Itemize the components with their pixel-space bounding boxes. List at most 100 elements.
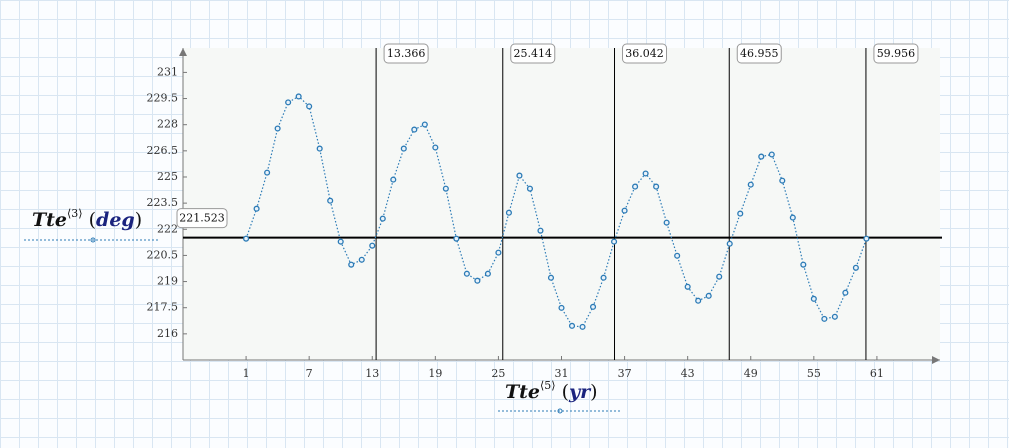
x-axis-label: Tte⟨5⟩ (yr) bbox=[505, 379, 598, 403]
data-point bbox=[558, 304, 565, 311]
y-tick-label: 225 bbox=[157, 170, 178, 183]
x-tick-label: 55 bbox=[807, 367, 821, 380]
y-tick-label: 219 bbox=[157, 275, 178, 288]
x-label-index: ⟨5⟩ bbox=[540, 379, 556, 392]
data-point bbox=[337, 238, 344, 245]
data-point bbox=[421, 121, 428, 128]
y-label-unit: deg bbox=[96, 209, 135, 231]
placeholder-handle bbox=[90, 237, 96, 243]
y-label-open: ( bbox=[89, 209, 96, 231]
data-point bbox=[863, 235, 870, 242]
data-point bbox=[274, 125, 281, 132]
data-point bbox=[768, 151, 775, 158]
y-label-index: ⟨3⟩ bbox=[67, 207, 83, 220]
x-marker-label: 13.366 bbox=[387, 47, 426, 60]
data-point bbox=[716, 273, 723, 280]
x-tick-label: 37 bbox=[618, 367, 632, 380]
data-point bbox=[589, 303, 597, 310]
placeholders bbox=[24, 239, 622, 412]
data-point bbox=[264, 169, 271, 176]
x-tick-label: 25 bbox=[491, 367, 505, 380]
data-point bbox=[463, 270, 470, 277]
data-point bbox=[358, 256, 365, 263]
y-label-close: ) bbox=[135, 209, 142, 231]
x-label-close: ) bbox=[590, 381, 597, 403]
data-point bbox=[831, 313, 838, 320]
y-tick-label: 231 bbox=[157, 65, 178, 78]
y-marker-box bbox=[176, 208, 228, 229]
data-point bbox=[663, 219, 670, 226]
data-point bbox=[442, 185, 449, 192]
x-label-unit: yr bbox=[568, 381, 592, 403]
x-label-open: ( bbox=[562, 381, 569, 403]
x-tick-label: 1 bbox=[243, 367, 250, 380]
x-axis-arrow bbox=[932, 356, 940, 364]
x-tick-label: 49 bbox=[744, 367, 758, 380]
x-tick-label: 19 bbox=[428, 367, 442, 380]
x-tick-label: 31 bbox=[555, 367, 569, 380]
x-tick-label: 13 bbox=[365, 367, 379, 380]
series-line bbox=[245, 95, 867, 328]
data-point bbox=[316, 145, 323, 152]
data-point bbox=[695, 297, 702, 304]
data-point bbox=[547, 274, 555, 281]
x-marker-box bbox=[736, 43, 782, 64]
x-tick-label: 43 bbox=[681, 367, 695, 380]
x-label-name: Tte bbox=[505, 381, 540, 403]
data-point bbox=[632, 183, 639, 190]
data-point bbox=[726, 240, 733, 247]
data-point bbox=[810, 295, 817, 302]
data-point bbox=[453, 235, 460, 242]
data-point bbox=[306, 103, 313, 110]
data-point bbox=[484, 270, 491, 277]
data-point bbox=[684, 283, 691, 290]
data-point bbox=[516, 172, 523, 179]
y-tick-label: 229.5 bbox=[147, 92, 179, 105]
data-point bbox=[495, 249, 502, 256]
data-point bbox=[327, 197, 334, 204]
y-tick-label: 228 bbox=[157, 118, 178, 131]
data-point bbox=[379, 215, 386, 222]
data-point bbox=[737, 210, 744, 217]
data-point bbox=[253, 205, 260, 212]
data-point bbox=[800, 261, 807, 268]
y-tick-label: 216 bbox=[157, 327, 178, 340]
data-point bbox=[295, 93, 302, 100]
data-point bbox=[674, 252, 681, 259]
data-point bbox=[505, 209, 512, 216]
data-point bbox=[611, 238, 618, 245]
data-point bbox=[842, 289, 849, 296]
data-point bbox=[369, 242, 376, 249]
y-tick-label: 226.5 bbox=[147, 144, 179, 157]
data-point bbox=[789, 214, 796, 221]
x-tick-label: 7 bbox=[306, 367, 313, 380]
data-point bbox=[411, 126, 418, 133]
data-point bbox=[747, 181, 754, 188]
y-tick-label: 223.5 bbox=[147, 196, 179, 209]
x-tick-label: 61 bbox=[870, 367, 884, 380]
data-point bbox=[432, 144, 439, 151]
data-point bbox=[474, 277, 481, 284]
x-marker-box bbox=[383, 43, 429, 64]
data-point bbox=[526, 185, 534, 192]
y-tick-label: 217.5 bbox=[147, 301, 179, 314]
data-point bbox=[758, 153, 765, 160]
data-point bbox=[285, 99, 292, 106]
y-tick-label: 220.5 bbox=[147, 248, 179, 261]
data-point bbox=[779, 177, 786, 184]
y-label-name: Tte bbox=[32, 209, 67, 231]
data-point bbox=[243, 235, 250, 242]
x-marker-box bbox=[873, 43, 919, 64]
data-point bbox=[579, 323, 586, 330]
placeholder-handle bbox=[557, 408, 563, 414]
y-axis-label: Tte⟨3⟩ (deg) bbox=[32, 207, 142, 231]
x-marker-label: 36.042 bbox=[625, 47, 664, 60]
data-point bbox=[642, 170, 649, 177]
data-point bbox=[621, 207, 628, 214]
data-point bbox=[390, 176, 397, 183]
data-point bbox=[568, 322, 576, 329]
y-tick-label: 222 bbox=[157, 222, 178, 235]
y-axis-arrow bbox=[179, 48, 187, 56]
